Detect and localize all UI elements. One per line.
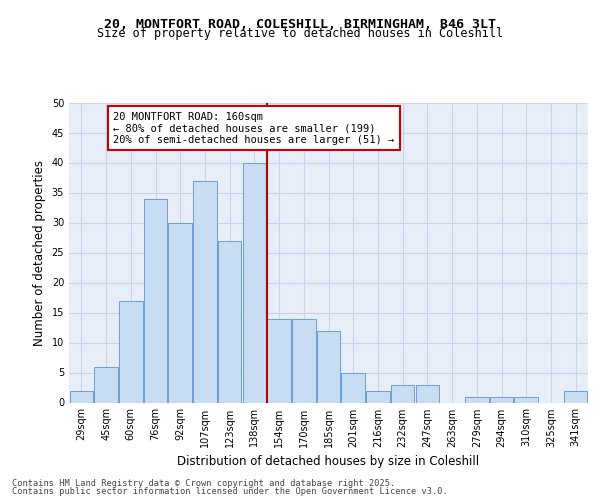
Bar bbox=[144, 198, 167, 402]
Bar bbox=[341, 372, 365, 402]
Bar bbox=[218, 240, 241, 402]
Text: Size of property relative to detached houses in Coleshill: Size of property relative to detached ho… bbox=[97, 28, 503, 40]
Bar bbox=[465, 396, 488, 402]
Bar bbox=[416, 384, 439, 402]
Bar bbox=[292, 318, 316, 402]
Bar bbox=[391, 384, 415, 402]
X-axis label: Distribution of detached houses by size in Coleshill: Distribution of detached houses by size … bbox=[178, 455, 479, 468]
Text: 20 MONTFORT ROAD: 160sqm
← 80% of detached houses are smaller (199)
20% of semi-: 20 MONTFORT ROAD: 160sqm ← 80% of detach… bbox=[113, 112, 395, 144]
Bar bbox=[94, 366, 118, 402]
Bar bbox=[564, 390, 587, 402]
Bar bbox=[169, 222, 192, 402]
Bar bbox=[193, 180, 217, 402]
Bar bbox=[514, 396, 538, 402]
Bar bbox=[317, 330, 340, 402]
Bar bbox=[70, 390, 93, 402]
Bar bbox=[119, 300, 143, 402]
Text: Contains HM Land Registry data © Crown copyright and database right 2025.: Contains HM Land Registry data © Crown c… bbox=[12, 478, 395, 488]
Text: 20, MONTFORT ROAD, COLESHILL, BIRMINGHAM, B46 3LT: 20, MONTFORT ROAD, COLESHILL, BIRMINGHAM… bbox=[104, 18, 496, 30]
Bar bbox=[490, 396, 513, 402]
Bar bbox=[242, 162, 266, 402]
Y-axis label: Number of detached properties: Number of detached properties bbox=[33, 160, 46, 346]
Bar bbox=[268, 318, 291, 402]
Bar bbox=[366, 390, 389, 402]
Text: Contains public sector information licensed under the Open Government Licence v3: Contains public sector information licen… bbox=[12, 487, 448, 496]
